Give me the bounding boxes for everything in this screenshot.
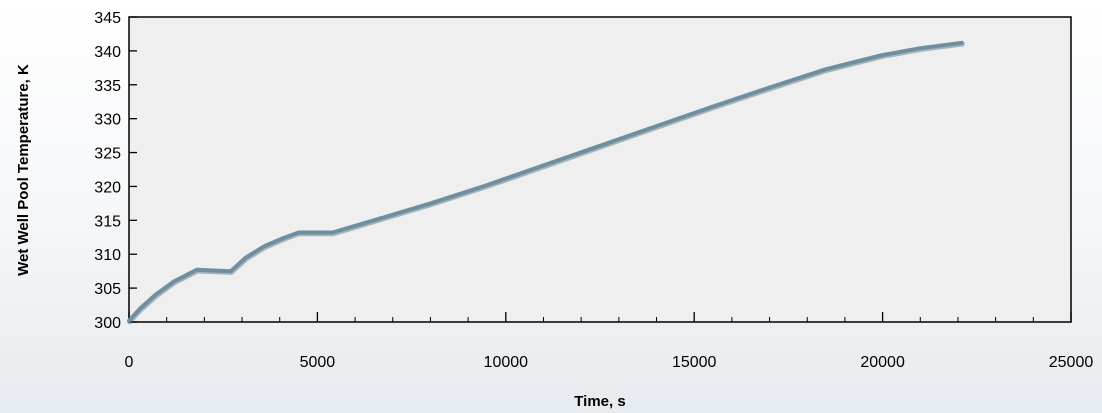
y-tick-label: 300 bbox=[94, 315, 121, 332]
series-line-temperature bbox=[127, 40, 964, 323]
x-tick-label: 25000 bbox=[1049, 354, 1094, 371]
y-tick-label: 340 bbox=[94, 44, 121, 61]
y-tick-label: 335 bbox=[94, 78, 121, 95]
y-axis-ticks: 300 305 310 315 320 325 330 335 340 345 bbox=[94, 10, 137, 332]
y-tick-label: 325 bbox=[94, 146, 121, 163]
x-axis-ticks: 0 5000 10000 15000 20000 25000 bbox=[125, 312, 1094, 371]
x-tick-label: 5000 bbox=[300, 354, 336, 371]
y-tick-label: 320 bbox=[94, 179, 121, 196]
series-layer bbox=[127, 40, 965, 325]
y-axis-title: Wet Well Pool Temperature, K bbox=[15, 64, 32, 276]
y-tick-label: 315 bbox=[94, 213, 121, 230]
y-tick-label: 345 bbox=[94, 10, 121, 27]
y-tick-label: 330 bbox=[94, 112, 121, 129]
x-tick-label: 15000 bbox=[672, 354, 717, 371]
y-tick-label: 305 bbox=[94, 281, 121, 298]
x-tick-label: 10000 bbox=[484, 354, 529, 371]
x-axis-title: Time, s bbox=[574, 393, 625, 410]
x-tick-label: 0 bbox=[125, 354, 134, 371]
x-tick-label: 20000 bbox=[860, 354, 905, 371]
plot-area bbox=[128, 16, 1072, 323]
y-tick-label: 310 bbox=[94, 247, 121, 264]
